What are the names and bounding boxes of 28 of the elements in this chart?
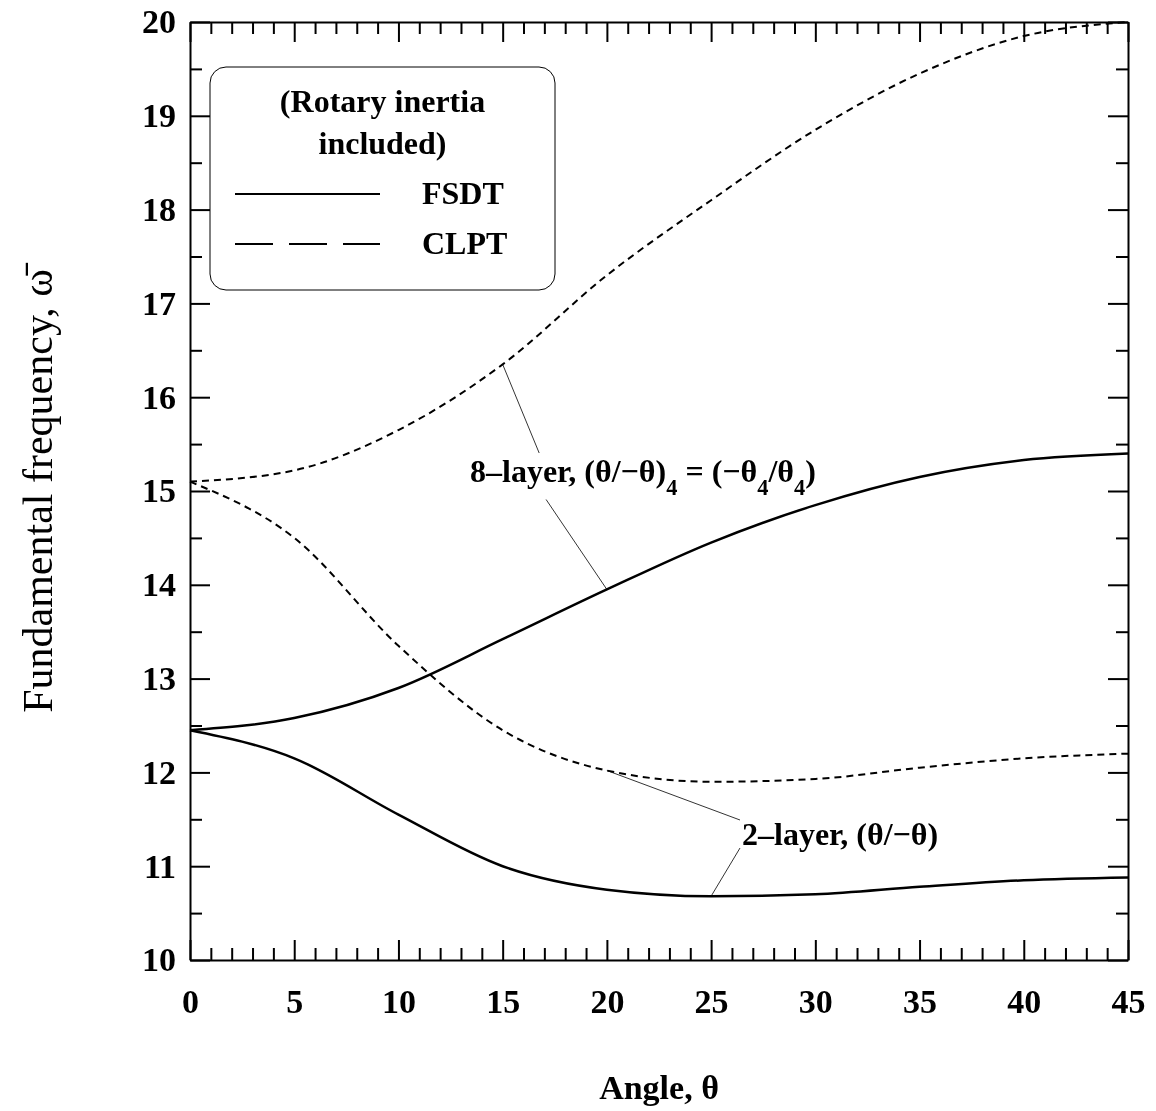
x-tick-label: 30 bbox=[798, 983, 833, 1021]
x-tick-label: 20 bbox=[590, 983, 625, 1021]
legend-label: CLPT bbox=[422, 225, 508, 261]
annotation: 2–layer, (θ/−θ) bbox=[742, 816, 939, 852]
y-tick-label: 14 bbox=[142, 566, 176, 604]
y-tick-label: 10 bbox=[142, 941, 176, 979]
y-axis-title: Fundamental frequency, ω̄ bbox=[15, 262, 61, 713]
x-tick-label: 10 bbox=[381, 983, 416, 1021]
y-tick-label: 11 bbox=[143, 847, 176, 885]
y-tick-label: 19 bbox=[142, 97, 176, 135]
legend-title: (Rotary inertia included) bbox=[279, 83, 486, 161]
x-tick-label: 25 bbox=[694, 983, 729, 1021]
x-tick-label: 40 bbox=[1007, 983, 1042, 1021]
x-tick-label: 45 bbox=[1111, 983, 1146, 1021]
x-tick-label: 15 bbox=[486, 983, 521, 1021]
y-tick-label: 18 bbox=[142, 190, 176, 228]
x-axis-title: Angle, θ bbox=[599, 1069, 719, 1106]
y-tick-label: 15 bbox=[142, 472, 176, 510]
annotation: 8–layer, (θ/−θ)$_{4}$ = (−θ$_{4}$/θ$_{4}$) bbox=[470, 453, 816, 500]
x-tick-label: 35 bbox=[903, 983, 938, 1021]
y-tick-label: 20 bbox=[142, 3, 176, 41]
y-tick-label: 16 bbox=[142, 378, 176, 416]
x-tick-label: 0 bbox=[182, 983, 199, 1021]
y-tick-label: 12 bbox=[142, 753, 176, 791]
legend-label: FSDT bbox=[422, 175, 504, 211]
y-tick-label: 13 bbox=[142, 659, 176, 697]
y-tick-label: 17 bbox=[142, 284, 176, 322]
x-tick-label: 5 bbox=[286, 983, 304, 1021]
